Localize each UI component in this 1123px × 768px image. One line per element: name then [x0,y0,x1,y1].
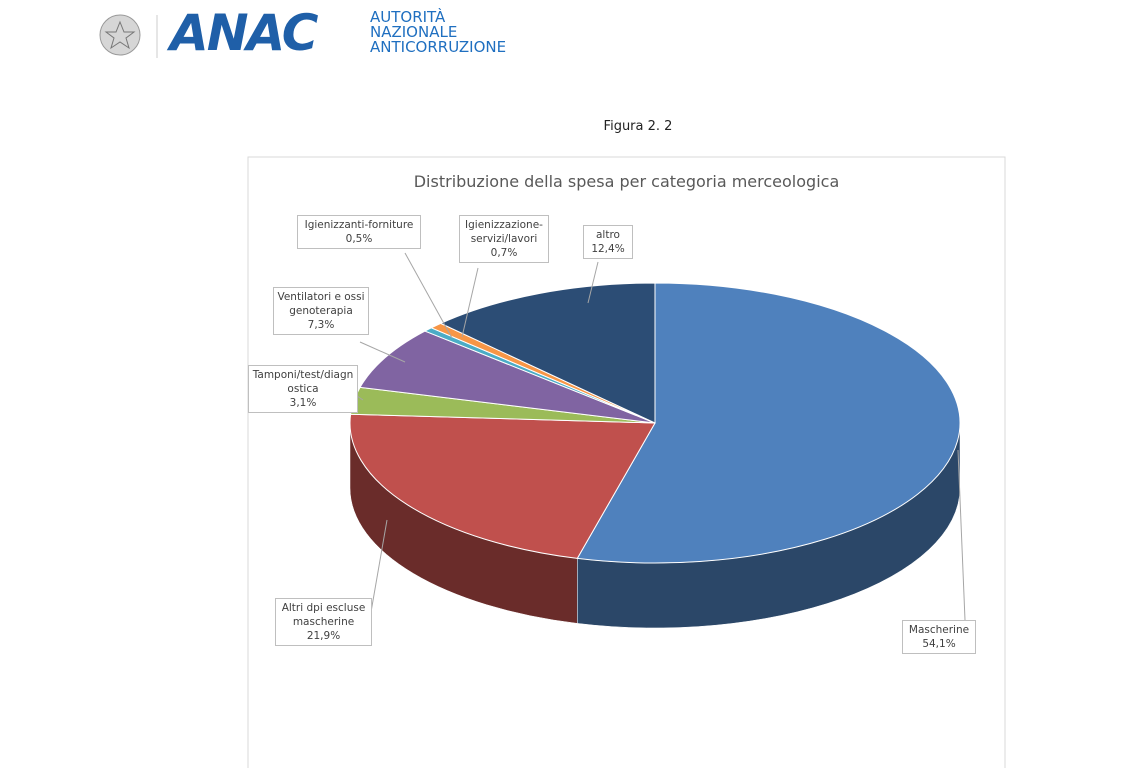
data-label: Mascherine 54,1% [902,620,976,654]
data-label: Ventilatori e ossigenoterapia 7,3% [273,287,369,335]
logo: ANAC [170,4,318,62]
leader-line [370,519,388,613]
category-label: Tamponi/test/diagnostica [252,369,354,395]
category-label: Altri dpi escluse mascherine [281,602,366,628]
value-label: 12,4% [591,243,625,255]
org-line: AUTORITÀ [370,8,446,26]
category-label: altro [596,229,620,241]
data-label: Igienizzanti-forniture 0,5% [297,215,421,249]
emblem-star [104,20,136,50]
category-label: Mascherine [908,624,970,636]
data-label: Igienizzazione-servizi/lavori 0,7% [459,215,549,263]
figure-caption: Figura 2. 2 [603,119,673,134]
org-line: ANTICORRUZIONE [370,38,507,56]
category-label: Igienizzazione-servizi/lavori [465,219,543,245]
org-line: NAZIONALE [370,23,458,41]
slice [439,282,656,424]
category-label: Ventilatori e ossigenoterapia [277,291,365,317]
value-label: 21,9% [306,630,341,642]
value-label: 7,3% [307,319,335,331]
value-label: 3,1% [289,397,317,409]
org-name: AUTORITÀ NAZIONALE ANTICORRUZIONE [370,10,506,55]
pie [349,282,961,629]
slice [359,330,656,424]
emblem [99,14,141,56]
data-label: Altri dpi escluse mascherine 21,9% [275,598,372,646]
leader-line [957,449,966,621]
leader-line [359,341,406,363]
slice [349,413,656,559]
data-label: altro 12,4% [583,225,633,259]
value-label: 0,7% [490,247,518,259]
leader-line [587,261,599,304]
data-label: Tamponi/test/diagnostica 3,1% [248,365,358,413]
slice [576,282,961,564]
chart-title: Distribuzione della spesa per categoria … [413,172,840,191]
value-label: 54,1% [922,638,956,650]
leader-line [356,395,364,401]
leader-line [461,267,479,338]
leader-lines [356,252,966,621]
value-label: 0,5% [345,233,373,245]
category-label: Igienizzanti-forniture [304,219,414,231]
leader-line [404,252,453,339]
